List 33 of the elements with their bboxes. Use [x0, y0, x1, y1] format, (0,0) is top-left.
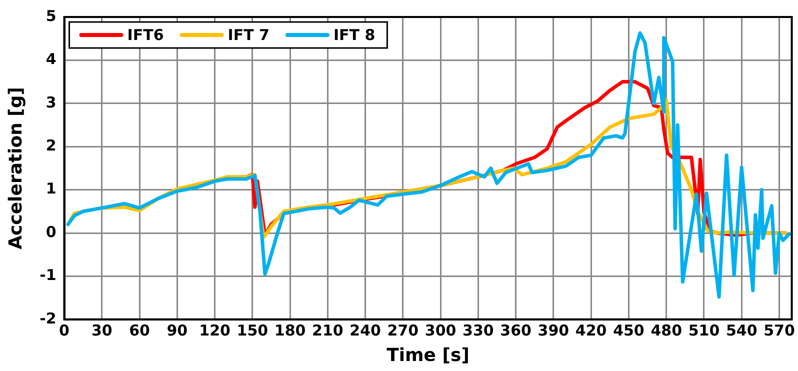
x-tick-label: 30: [91, 321, 112, 340]
y-tick-label: 4: [46, 50, 56, 68]
x-tick-label: 510: [688, 321, 720, 340]
x-tick-label: 180: [274, 321, 306, 340]
x-tick-label: 570: [764, 321, 795, 340]
x-tick-label: 450: [613, 321, 644, 340]
y-tick-label: 3: [46, 93, 56, 112]
x-tick-label: 150: [236, 321, 268, 340]
x-tick-label: 240: [350, 321, 381, 340]
x-tick-label: 300: [424, 321, 456, 340]
legend-label: IFT 7: [228, 26, 270, 44]
x-tick-label: 480: [650, 321, 682, 340]
y-tick-label: 2: [46, 136, 56, 154]
x-tick-label: 390: [538, 321, 570, 340]
x-axis-title: Time [s]: [386, 344, 470, 366]
y-axis-title: Acceleration [g]: [5, 86, 26, 250]
x-tick-label: 90: [166, 321, 188, 340]
x-tick-label: 420: [575, 321, 607, 340]
x-tick-label: 270: [387, 321, 419, 340]
x-tick-label: 120: [199, 321, 230, 340]
x-tick-label: 210: [312, 321, 344, 340]
x-tick-label: 60: [129, 321, 150, 340]
y-tick-label: 5: [46, 6, 56, 25]
x-tick-label: 360: [500, 321, 532, 340]
legend-label: IFT 8: [333, 26, 376, 44]
y-tick-label: -1: [40, 266, 56, 284]
x-tick-label: 0: [59, 321, 70, 340]
y-tick-label: 1: [46, 180, 56, 198]
y-tick-label: 0: [46, 222, 56, 241]
x-tick-label: 540: [726, 321, 758, 340]
legend-label: IFT6: [127, 26, 164, 44]
y-tick-label: -2: [40, 309, 56, 328]
x-tick-label: 330: [462, 321, 494, 340]
